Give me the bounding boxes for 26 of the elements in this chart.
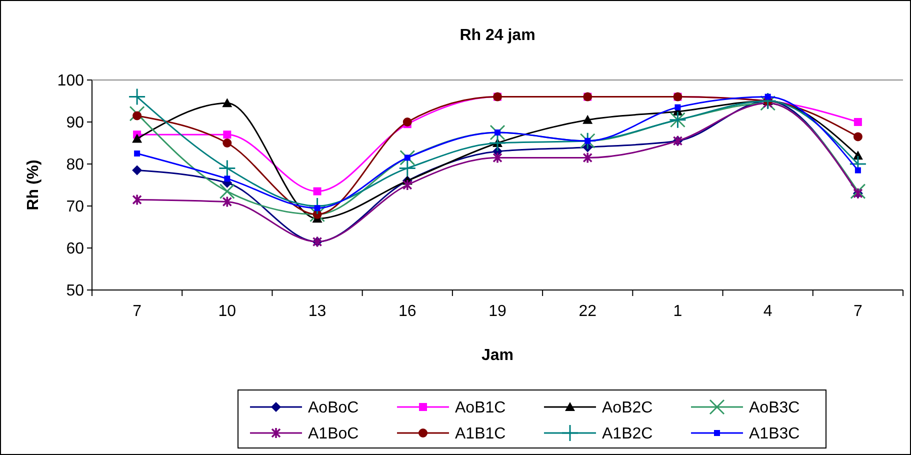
legend-label: A1B1C	[455, 426, 506, 443]
y-tick-label: 100	[57, 72, 84, 90]
y-tick-label: 80	[66, 156, 84, 174]
legend-label: A1B3C	[749, 426, 800, 443]
legend-label: AoBoC	[308, 400, 359, 417]
x-tick-label: 16	[398, 303, 416, 320]
chart-title: Rh 24 jam	[460, 27, 536, 44]
x-tick-label: 1	[673, 303, 682, 320]
x-tick-label: 22	[578, 303, 597, 320]
y-tick-label: 60	[66, 240, 84, 258]
y-axis-title: Rh (%)	[25, 160, 42, 210]
legend-label: AoB3C	[749, 400, 800, 417]
x-tick-label: 7	[132, 303, 142, 320]
legend-label: AoB1C	[455, 400, 506, 417]
x-tick-label: 4	[763, 303, 772, 320]
legend-label: A1BoC	[308, 426, 359, 443]
y-tick-label: 90	[66, 114, 84, 132]
x-tick-label: 13	[308, 303, 326, 320]
x-tick-label: 19	[488, 303, 506, 320]
y-tick-label: 70	[66, 198, 84, 216]
legend-label: A1B2C	[602, 426, 653, 443]
x-tick-label: 10	[218, 303, 236, 320]
x-axis-title: Jam	[481, 347, 514, 364]
y-tick-label: 50	[66, 282, 84, 300]
x-tick-label: 7	[853, 303, 862, 320]
legend-label: AoB2C	[602, 400, 653, 417]
